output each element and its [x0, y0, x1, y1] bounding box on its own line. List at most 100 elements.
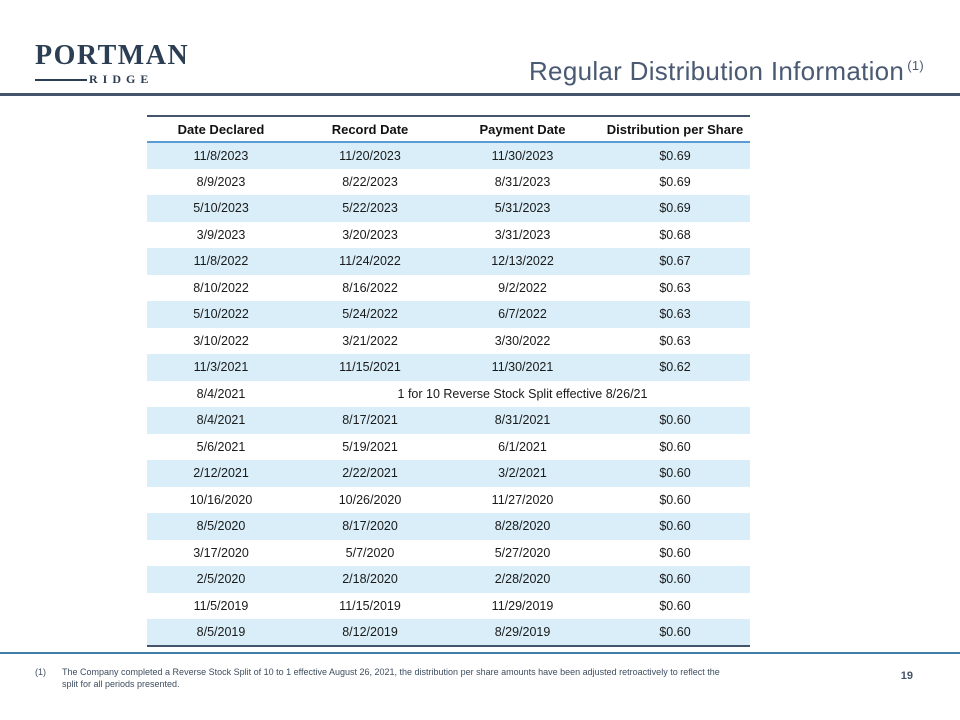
logo-secondary-text: RIDGE	[89, 72, 154, 86]
cell-record-date: 2/18/2020	[342, 572, 398, 587]
cell-record-date: 11/15/2021	[339, 360, 401, 375]
cell-record-date: 8/17/2020	[342, 519, 398, 534]
cell-date-declared: 2/12/2021	[193, 466, 249, 481]
cell-date-declared: 3/10/2022	[193, 333, 249, 348]
cell-payment-date: 3/2/2021	[498, 466, 547, 481]
page-title-footnote-ref: (1)	[907, 58, 924, 74]
cell-payment-date: 6/1/2021	[498, 439, 547, 454]
table-row: 8/4/2021 8/17/2021 8/31/2021 $0.60	[147, 407, 750, 434]
table-row: 5/10/2023 5/22/2023 5/31/2023 $0.69	[147, 195, 750, 222]
cell-payment-date: 6/7/2022	[498, 307, 547, 322]
cell-distribution-per-share: $0.68	[659, 227, 691, 242]
cell-record-date: 5/22/2023	[342, 201, 398, 216]
cell-date-declared: 3/9/2023	[196, 227, 246, 242]
cell-date-declared: 8/5/2020	[196, 519, 246, 534]
table-row: 5/6/2021 5/19/2021 6/1/2021 $0.60	[147, 433, 750, 460]
cell-payment-date: 9/2/2022	[498, 280, 547, 295]
table-row: 11/8/2023 11/20/2023 11/30/2023 $0.69	[147, 142, 750, 169]
cell-distribution-per-share: $0.60	[659, 413, 691, 428]
company-logo: PORTMAN RIDGE	[35, 42, 189, 87]
cell-date-declared: 8/10/2022	[193, 280, 249, 295]
cell-payment-date: 11/29/2019	[491, 598, 554, 613]
table-row: 11/3/2021 11/15/2021 11/30/2021 $0.62	[147, 354, 750, 381]
table-row: 10/16/2020 10/26/2020 11/27/2020 $0.60	[147, 486, 750, 513]
cell-date-declared: 8/4/2021	[196, 413, 246, 428]
cell-distribution-per-share: $0.60	[659, 466, 691, 481]
cell-reverse-split-note: 1 for 10 Reverse Stock Split effective 8…	[397, 386, 648, 401]
cell-payment-date: 5/31/2023	[494, 201, 551, 216]
cell-distribution-per-share: $0.60	[659, 598, 691, 613]
cell-payment-date: 11/30/2023	[491, 148, 554, 163]
cell-record-date: 8/22/2023	[342, 174, 398, 189]
cell-date-declared: 5/10/2022	[193, 307, 249, 322]
cell-date-declared: 2/5/2020	[196, 572, 246, 587]
cell-payment-date: 8/31/2021	[494, 413, 551, 428]
cell-date-declared: 10/16/2020	[189, 492, 253, 507]
cell-payment-date: 11/27/2020	[491, 492, 554, 507]
cell-distribution-per-share: $0.60	[659, 572, 691, 587]
cell-payment-date: 8/29/2019	[445, 619, 600, 647]
cell-payment-date: 3/30/2022	[494, 333, 551, 348]
cell-date-declared: 8/4/2021	[196, 386, 246, 401]
cell-record-date: 8/16/2022	[342, 280, 398, 295]
table-row: 8/9/2023 8/22/2023 8/31/2023 $0.69	[147, 168, 750, 195]
cell-record-date: 11/24/2022	[339, 254, 401, 269]
table-row: 8/4/2021 1 for 10 Reverse Stock Split eff…	[147, 380, 750, 407]
logo-primary-text: PORTMAN	[35, 40, 190, 71]
column-header-payment-date: Payment Date	[445, 115, 600, 143]
cell-distribution-per-share: $0.60	[659, 439, 691, 454]
cell-record-date: 3/20/2023	[342, 227, 398, 242]
cell-date-declared: 3/17/2020	[193, 545, 249, 560]
cell-date-declared: 8/5/2019	[147, 619, 295, 647]
table-row: 2/5/2020 2/18/2020 2/28/2020 $0.60	[147, 566, 750, 593]
cell-payment-date: 8/28/2020	[494, 519, 551, 534]
cell-distribution-per-share: $0.62	[659, 360, 691, 375]
cell-payment-date: 11/30/2021	[491, 360, 554, 375]
cell-date-declared: 11/3/2021	[193, 360, 249, 375]
cell-date-declared: 5/10/2023	[193, 201, 249, 216]
cell-distribution-per-share: $0.63	[659, 307, 691, 322]
cell-distribution-per-share: $0.60	[659, 492, 691, 507]
table-row: 3/9/2023 3/20/2023 3/31/2023 $0.68	[147, 221, 750, 248]
table-row: 8/5/2019 8/12/2019 8/29/2019 $0.60	[147, 619, 750, 647]
cell-payment-date: 8/31/2023	[494, 174, 551, 189]
cell-distribution-per-share: $0.60	[600, 619, 750, 647]
cell-date-declared: 11/8/2023	[193, 148, 249, 163]
column-header-record-date: Record Date	[295, 115, 445, 143]
footnote-marker: (1)	[35, 667, 46, 677]
table-row: 8/10/2022 8/16/2022 9/2/2022 $0.63	[147, 274, 750, 301]
cell-date-declared: 11/8/2022	[193, 254, 249, 269]
cell-payment-date: 12/13/2022	[491, 254, 554, 269]
column-header-date-declared: Date Declared	[147, 115, 295, 143]
table-row: 8/5/2020 8/17/2020 8/28/2020 $0.60	[147, 513, 750, 540]
footer-divider	[0, 652, 960, 654]
page-title: Regular Distribution Information (1)	[529, 56, 924, 87]
column-header-distribution-per-share: Distribution per Share	[600, 115, 750, 143]
table-row: 3/10/2022 3/21/2022 3/30/2022 $0.63	[147, 327, 750, 354]
cell-record-date: 3/21/2022	[342, 333, 398, 348]
cell-record-date: 2/22/2021	[342, 466, 398, 481]
cell-distribution-per-share: $0.67	[659, 254, 691, 269]
cell-distribution-per-share: $0.60	[659, 519, 691, 534]
table-row: 11/8/2022 11/24/2022 12/13/2022 $0.67	[147, 248, 750, 275]
cell-record-date: 5/7/2020	[345, 545, 395, 560]
cell-distribution-per-share: $0.60	[659, 545, 691, 560]
cell-record-date: 11/20/2023	[339, 148, 401, 163]
table-header-row: Date Declared Record Date Payment Date D…	[147, 115, 750, 143]
cell-record-date: 5/19/2021	[342, 439, 398, 454]
table-row: 11/5/2019 11/15/2019 11/29/2019 $0.60	[147, 592, 750, 619]
cell-payment-date: 2/28/2020	[494, 572, 551, 587]
table-row: 3/17/2020 5/7/2020 5/27/2020 $0.60	[147, 539, 750, 566]
page-number: 19	[900, 670, 913, 682]
table-row: 2/12/2021 2/22/2021 3/2/2021 $0.60	[147, 460, 750, 487]
table-row: 5/10/2022 5/24/2022 6/7/2022 $0.63	[147, 301, 750, 328]
footnote-text: The Company completed a Reverse Stock Sp…	[62, 667, 720, 689]
cell-distribution-per-share: $0.69	[659, 148, 691, 163]
footnote: (1) The Company completed a Reverse Stoc…	[35, 667, 735, 690]
header-divider	[0, 93, 960, 96]
cell-distribution-per-share: $0.63	[659, 280, 691, 295]
logo-rule	[35, 78, 87, 81]
cell-payment-date: 3/31/2023	[494, 227, 551, 242]
cell-record-date: 10/26/2020	[338, 492, 402, 507]
cell-date-declared: 8/9/2023	[196, 174, 246, 189]
